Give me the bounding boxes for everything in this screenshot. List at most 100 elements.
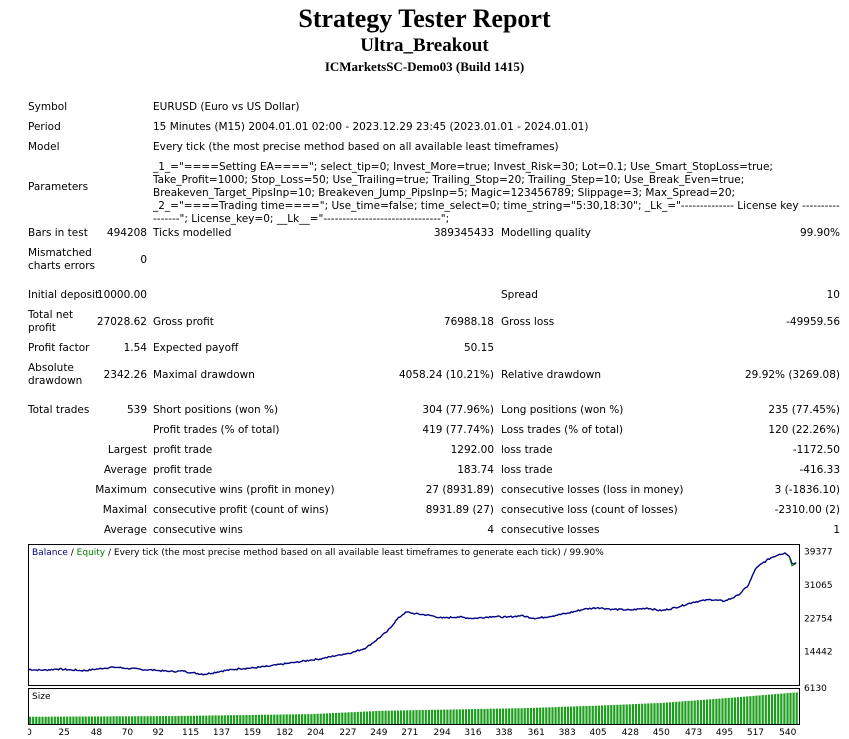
trades-label: Total trades <box>28 404 90 416</box>
payoff-value: 50.15 <box>463 342 494 354</box>
size-bar <box>675 701 678 724</box>
report-title: Strategy Tester Report <box>298 4 551 33</box>
maximal-profit-label: consecutive profit (count of wins) <box>153 504 329 516</box>
model-value: Every tick (the most precise method base… <box>153 141 559 153</box>
size-bar <box>131 716 134 724</box>
avg-cons-label: Average <box>103 524 147 536</box>
size-bar <box>570 706 573 724</box>
ticks-label: Ticks modelled <box>153 227 232 239</box>
size-bar <box>774 694 777 724</box>
main-plot-frame <box>28 544 800 686</box>
size-bar <box>672 702 675 724</box>
size-bar <box>424 710 427 724</box>
size-bar <box>118 716 121 724</box>
balance-chart: Balance / Equity / Every tick (the most … <box>28 544 848 739</box>
size-bar <box>566 706 570 724</box>
size-bar <box>468 709 471 724</box>
size-bar <box>520 708 523 724</box>
size-bar <box>604 705 607 724</box>
size-bar <box>90 716 93 724</box>
size-bar <box>706 699 709 724</box>
size-bar <box>137 716 140 724</box>
size-bar <box>628 704 631 724</box>
size-bar <box>124 716 127 724</box>
expert-name: Ultra_Breakout <box>360 35 489 56</box>
size-bar <box>440 709 443 724</box>
maximal-label: Maximal <box>102 504 147 516</box>
size-bar <box>690 700 693 724</box>
size-bar <box>313 713 316 724</box>
size-bar <box>180 715 183 724</box>
x-tick-label: 338 <box>495 728 512 738</box>
size-bar <box>195 715 199 724</box>
size-bar <box>740 696 743 724</box>
size-bar <box>511 708 514 724</box>
size-bar <box>412 710 415 724</box>
bars-value: 494208 <box>106 227 147 239</box>
size-bar <box>338 712 341 724</box>
size-bar <box>597 705 600 724</box>
size-bar <box>161 716 165 724</box>
size-bar <box>38 716 41 724</box>
size-bar <box>681 701 684 724</box>
size-bar <box>307 714 310 724</box>
size-bar <box>631 704 634 724</box>
size-bar <box>47 716 50 724</box>
size-bar <box>536 707 539 724</box>
size-bar <box>607 705 610 724</box>
x-tick-label: 495 <box>716 728 733 738</box>
size-bar <box>192 715 195 724</box>
size-bar <box>502 708 505 724</box>
size-bar <box>727 697 730 724</box>
x-tick-label: 361 <box>528 728 545 738</box>
size-bar <box>53 716 56 724</box>
x-tick-label: 540 <box>779 728 796 738</box>
size-bar <box>236 715 239 724</box>
size-bar <box>205 715 208 724</box>
size-bar <box>310 714 313 724</box>
trades-value: 539 <box>126 404 147 416</box>
y-tick-label: 31065 <box>804 581 833 591</box>
size-bar <box>616 704 619 724</box>
size-bar <box>356 711 359 724</box>
size-bar <box>168 716 171 724</box>
size-bar <box>143 716 146 724</box>
avg-losses-value: 1 <box>833 524 840 536</box>
size-bar <box>155 716 158 724</box>
size-bar <box>103 716 106 724</box>
deposit-value: 10000.00 <box>96 289 147 301</box>
size-bar <box>78 716 81 724</box>
size-bar <box>245 715 248 724</box>
size-bar <box>328 713 332 724</box>
average-profit-label: profit trade <box>153 464 213 476</box>
size-bar <box>761 695 764 724</box>
size-bar <box>304 714 307 724</box>
average-loss-value: -416.33 <box>799 464 840 476</box>
x-tick-label: 25 <box>58 728 69 738</box>
y-tick-label: 22754 <box>804 614 833 624</box>
x-tick-label: 316 <box>464 728 481 738</box>
average-profit-value: 183.74 <box>457 464 494 476</box>
size-label: Size <box>32 692 51 702</box>
size-bar <box>273 714 276 724</box>
size-bar <box>186 715 189 724</box>
x-tick-label: 428 <box>622 728 639 738</box>
max-wins-label: consecutive wins (profit in money) <box>153 484 335 496</box>
size-bar <box>712 699 715 724</box>
x-tick-label: 137 <box>213 728 230 738</box>
size-bar <box>319 713 322 724</box>
pf-value: 1.54 <box>123 342 147 354</box>
size-bar <box>582 706 585 724</box>
size-bar <box>783 693 786 724</box>
size-bar <box>84 716 87 724</box>
x-tick-label: 92 <box>153 728 164 738</box>
size-bar <box>56 716 59 724</box>
period-label: Period <box>28 121 61 133</box>
size-bar <box>372 711 375 724</box>
size-bar <box>403 710 406 724</box>
size-bar <box>115 716 118 724</box>
size-bar <box>474 709 477 724</box>
size-bar <box>396 710 400 724</box>
netprofit-label: Total net profit <box>28 309 74 334</box>
size-bar <box>32 716 35 724</box>
